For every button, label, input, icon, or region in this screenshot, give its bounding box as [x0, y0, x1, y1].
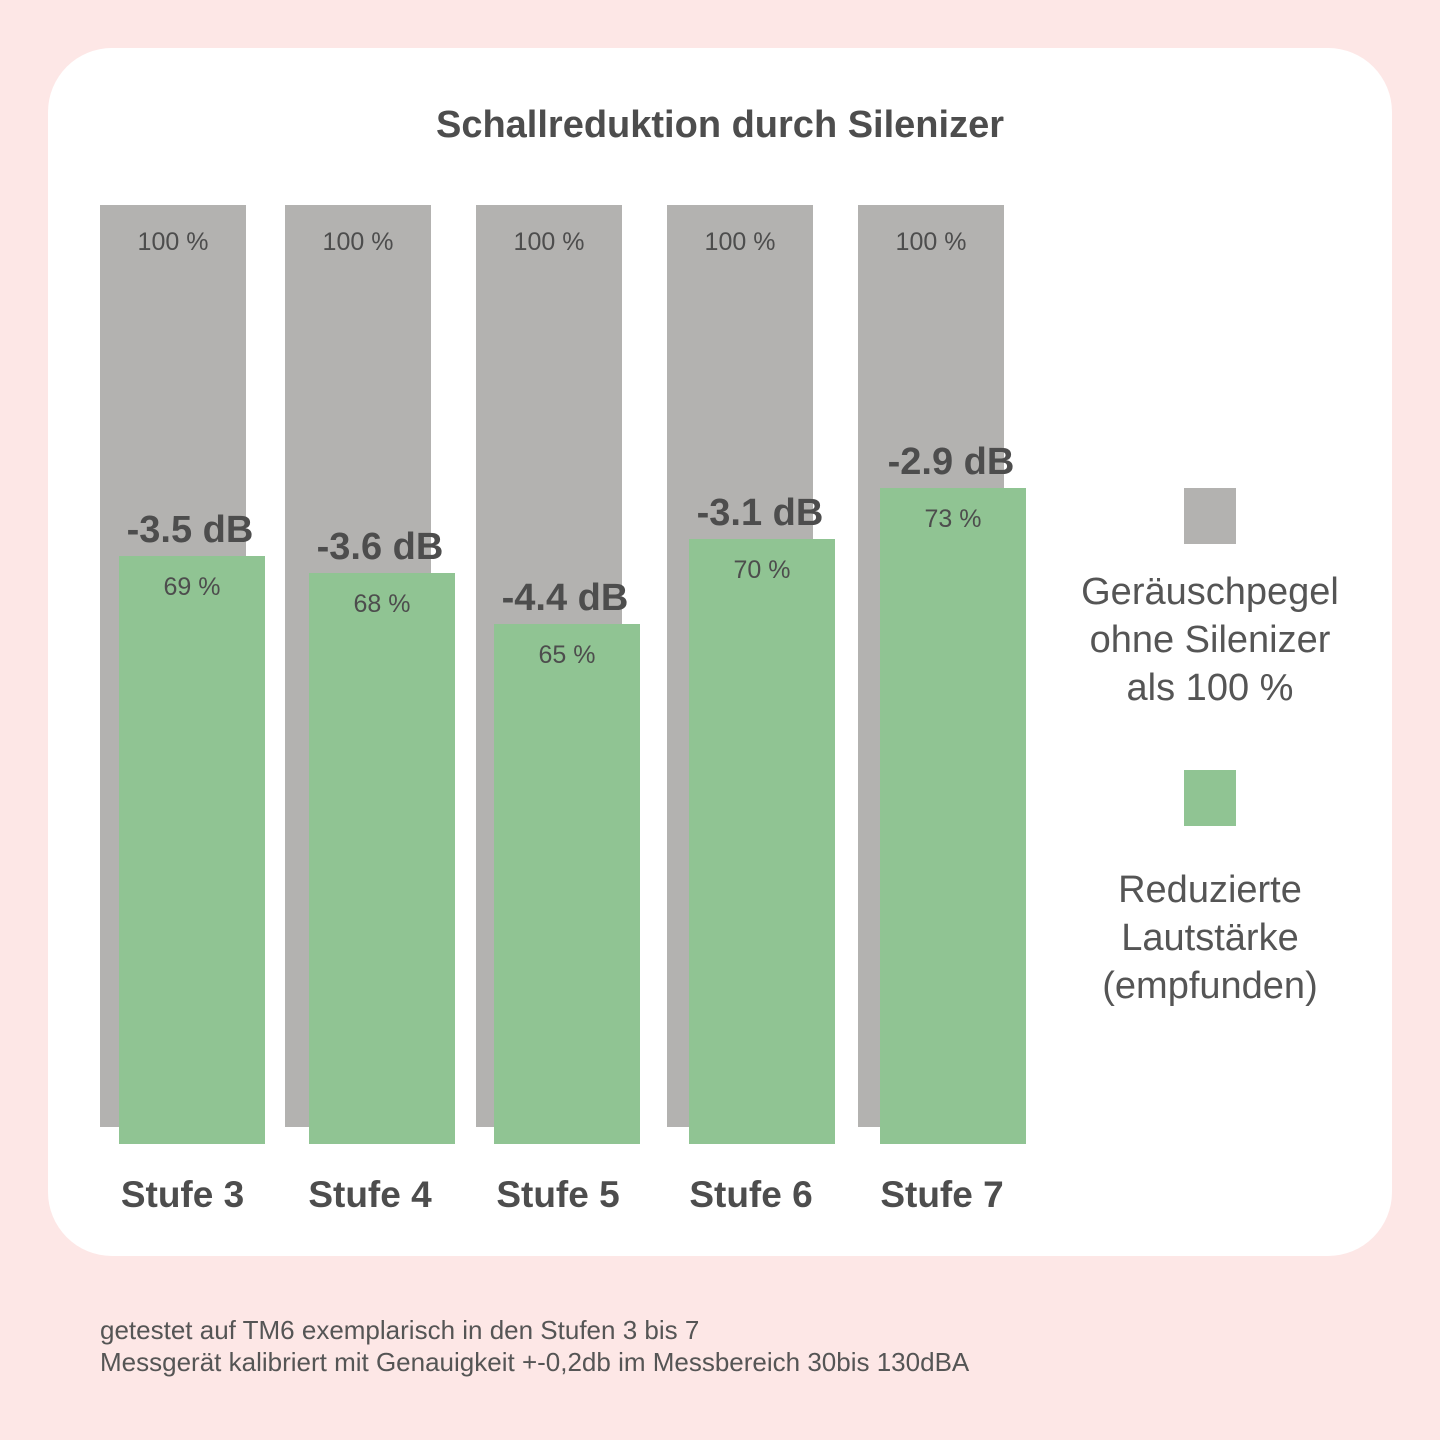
gray-bar-label: 100 % [705, 228, 776, 256]
db-annotation: -3.1 dB [697, 492, 824, 534]
legend-label-gray: Geräuschpegel ohne Silenizer als 100 % [1010, 568, 1410, 712]
category-label: Stufe 3 [121, 1174, 244, 1215]
chart-title: Schallreduktion durch Silenizer [435, 104, 1004, 146]
legend-gray-line-3: als 100 % [1126, 667, 1294, 709]
green-bar [494, 624, 640, 1144]
gray-bar-label: 100 % [323, 228, 394, 256]
category-label: Stufe 5 [496, 1174, 619, 1215]
legend-green-line-1: Reduzierte [1118, 869, 1302, 911]
green-bar-label: 70 % [734, 556, 791, 584]
green-bar-label: 68 % [354, 590, 411, 618]
footnote-line-2: Messgerät kalibriert mit Genauigkeit +-0… [100, 1347, 970, 1377]
gray-bar-label: 100 % [896, 228, 967, 256]
legend-label-green: Reduzierte Lautstärke (empfunden) [1010, 866, 1410, 1010]
green-bar-label: 73 % [925, 505, 982, 533]
green-bar-label: 69 % [164, 573, 221, 601]
legend-gray-line-1: Geräuschpegel [1081, 571, 1339, 613]
category-label: Stufe 6 [689, 1174, 812, 1215]
green-bar [119, 556, 265, 1144]
legend-swatch-gray [1184, 488, 1236, 544]
green-bar [689, 539, 835, 1144]
footnote-line-1: getestet auf TM6 exemplarisch in den Stu… [100, 1315, 700, 1345]
legend-green-line-3: (empfunden) [1102, 965, 1318, 1007]
green-bar [309, 573, 455, 1144]
green-bar [880, 488, 1026, 1144]
gray-bar-label: 100 % [514, 228, 585, 256]
gray-bar-label: 100 % [138, 228, 209, 256]
legend-gray-line-2: ohne Silenizer [1089, 619, 1331, 661]
legend-green-line-2: Lautstärke [1121, 917, 1299, 959]
db-annotation: -4.4 dB [502, 577, 629, 619]
category-label: Stufe 7 [880, 1174, 1003, 1215]
category-label: Stufe 4 [308, 1174, 432, 1215]
db-annotation: -2.9 dB [888, 441, 1015, 483]
db-annotation: -3.5 dB [127, 509, 254, 551]
footnote: getestet auf TM6 exemplarisch in den Stu… [100, 1314, 969, 1378]
legend-swatch-green [1184, 770, 1236, 826]
db-annotation: -3.6 dB [317, 526, 444, 568]
green-bar-label: 65 % [539, 641, 596, 669]
